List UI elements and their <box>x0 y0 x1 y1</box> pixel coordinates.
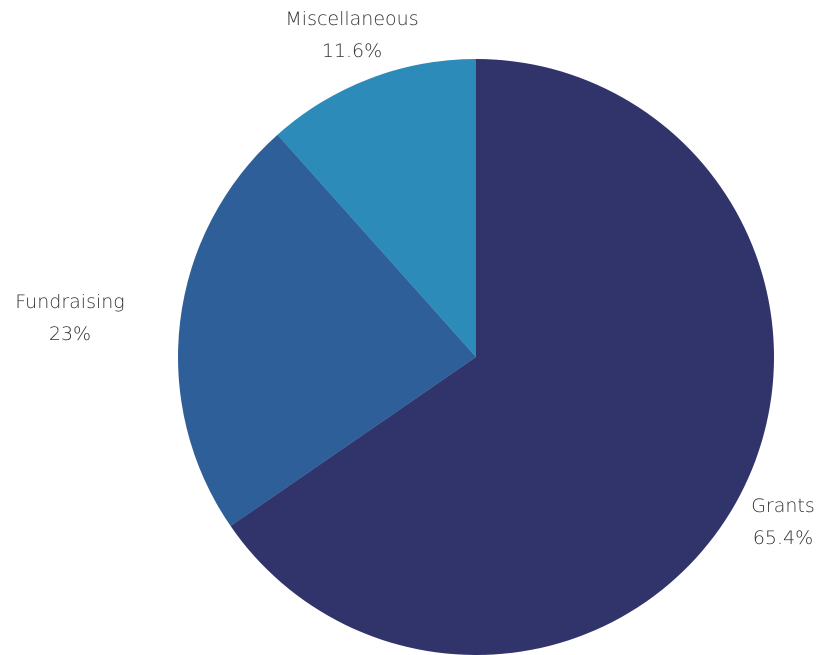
pie-slice-grants <box>230 59 775 655</box>
slice-label-miscellaneous: Miscellaneous <box>285 8 418 30</box>
slice-label-fundraising: Fundraising <box>15 291 124 313</box>
slice-value-miscellaneous: 11.6% <box>322 40 382 62</box>
pie-slices <box>178 59 775 655</box>
pie-labels: Grants 65.4% Fundraising 23% Miscellaneous 11… <box>15 8 814 549</box>
slice-label-grants: Grants <box>751 495 815 517</box>
pie-slice-fundraising <box>178 134 477 527</box>
slice-value-grants: 65.4% <box>753 527 813 549</box>
pie-slice-miscellaneous <box>277 59 476 357</box>
slice-value-fundraising: 23% <box>49 323 91 345</box>
